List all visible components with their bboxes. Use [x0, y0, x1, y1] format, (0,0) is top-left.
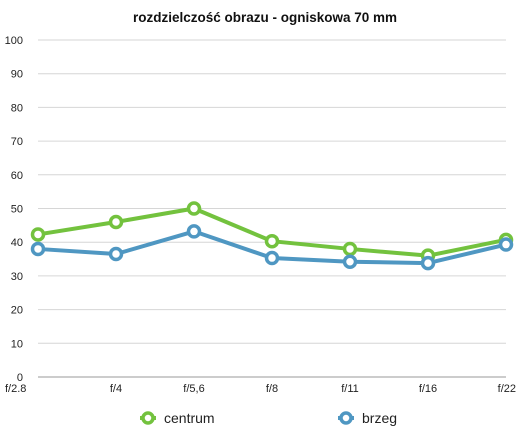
y-tick-label: 20	[11, 305, 23, 317]
x-axis-ticks: f/2.8 f/4 f/5,6 f/8 f/11 f/16 f/22	[5, 383, 516, 395]
series-line	[36, 206, 508, 258]
y-tick-label: 80	[11, 102, 23, 114]
legend-label: centrum	[164, 410, 215, 426]
series-centrum	[30, 201, 514, 263]
y-tick-label: 100	[5, 35, 23, 47]
legend-item: centrum	[140, 410, 215, 426]
x-tick-label: f/11	[341, 383, 359, 395]
y-tick-label: 10	[11, 338, 23, 350]
data-point	[186, 224, 202, 239]
y-tick-label: 40	[11, 237, 23, 249]
legend-label: brzeg	[362, 410, 397, 426]
y-tick-label: 0	[17, 372, 23, 384]
legend-marker	[141, 411, 155, 425]
series-lines	[30, 201, 514, 271]
legend-item: brzeg	[338, 410, 397, 426]
y-tick-label: 30	[11, 271, 23, 283]
y-axis-ticks: 0 10 20 30 40 50 60 70 80 90 100	[5, 35, 23, 384]
y-tick-label: 50	[11, 204, 23, 216]
data-point	[30, 241, 46, 257]
x-tick-label: f/8	[266, 383, 278, 395]
x-tick-label: f/4	[110, 383, 122, 395]
legend: centrum brzeg	[140, 410, 397, 426]
data-point	[342, 254, 358, 269]
chart-title: rozdzielczość obrazu - ogniskowa 70 mm	[133, 10, 397, 25]
x-tick-label: f/2.8	[5, 383, 26, 395]
gridlines	[38, 39, 506, 378]
data-point	[108, 214, 124, 230]
x-tick-label: f/16	[419, 383, 437, 395]
data-point	[186, 201, 202, 216]
y-tick-label: 90	[11, 69, 23, 81]
data-point	[342, 241, 358, 257]
data-point	[420, 255, 436, 271]
y-tick-label: 60	[11, 170, 23, 182]
x-tick-label: f/5,6	[183, 383, 204, 395]
x-tick-label: f/22	[498, 383, 516, 395]
data-point	[108, 246, 124, 262]
legend-marker	[339, 411, 353, 425]
y-tick-label: 70	[11, 136, 23, 148]
data-point	[498, 237, 514, 252]
data-point	[264, 250, 280, 266]
data-point	[30, 227, 46, 242]
data-point	[264, 233, 280, 249]
series-brzeg	[30, 224, 514, 271]
